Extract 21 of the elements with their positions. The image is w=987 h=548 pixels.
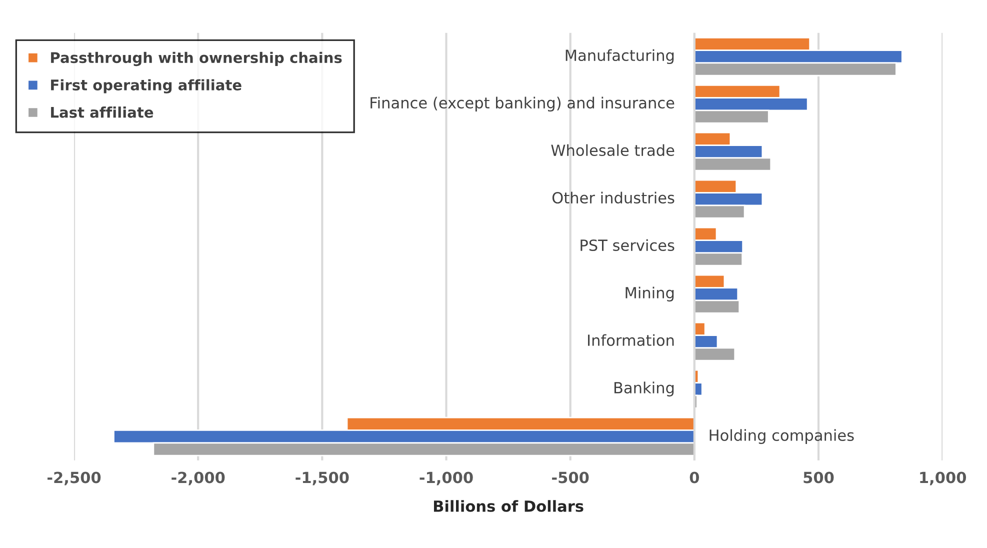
y-tick-label: Manufacturing xyxy=(566,49,674,64)
x-tick-label: -2,500 xyxy=(48,472,101,486)
legend-label: Passthrough with ownership chains xyxy=(51,52,342,66)
x-tick-label: 0 xyxy=(690,472,700,484)
y-tick-label: Other industries xyxy=(552,192,674,204)
legend-label: Last affiliate xyxy=(51,106,154,118)
y-tick-label: Wholesale trade xyxy=(551,144,674,156)
y-tick-label: Information xyxy=(588,334,674,346)
x-tick-label: -1,000 xyxy=(420,472,473,486)
y-tick-label: Banking xyxy=(614,382,674,396)
x-tick-label: -1,500 xyxy=(296,472,349,486)
x-tick-label: -2,000 xyxy=(172,472,225,486)
y-tick-label: Holding companies xyxy=(710,429,854,444)
x-axis-title: Billions of Dollars xyxy=(434,500,584,512)
y-tick-label: PST services xyxy=(580,239,674,252)
legend-label: First operating affiliate xyxy=(51,79,242,94)
x-tick-label: -500 xyxy=(552,472,589,484)
x-tick-label: 1,000 xyxy=(920,472,966,486)
x-tick-label: 500 xyxy=(804,472,834,484)
y-tick-label: Mining xyxy=(626,286,674,302)
y-tick-label: Finance (except banking) and insurance xyxy=(370,96,674,112)
